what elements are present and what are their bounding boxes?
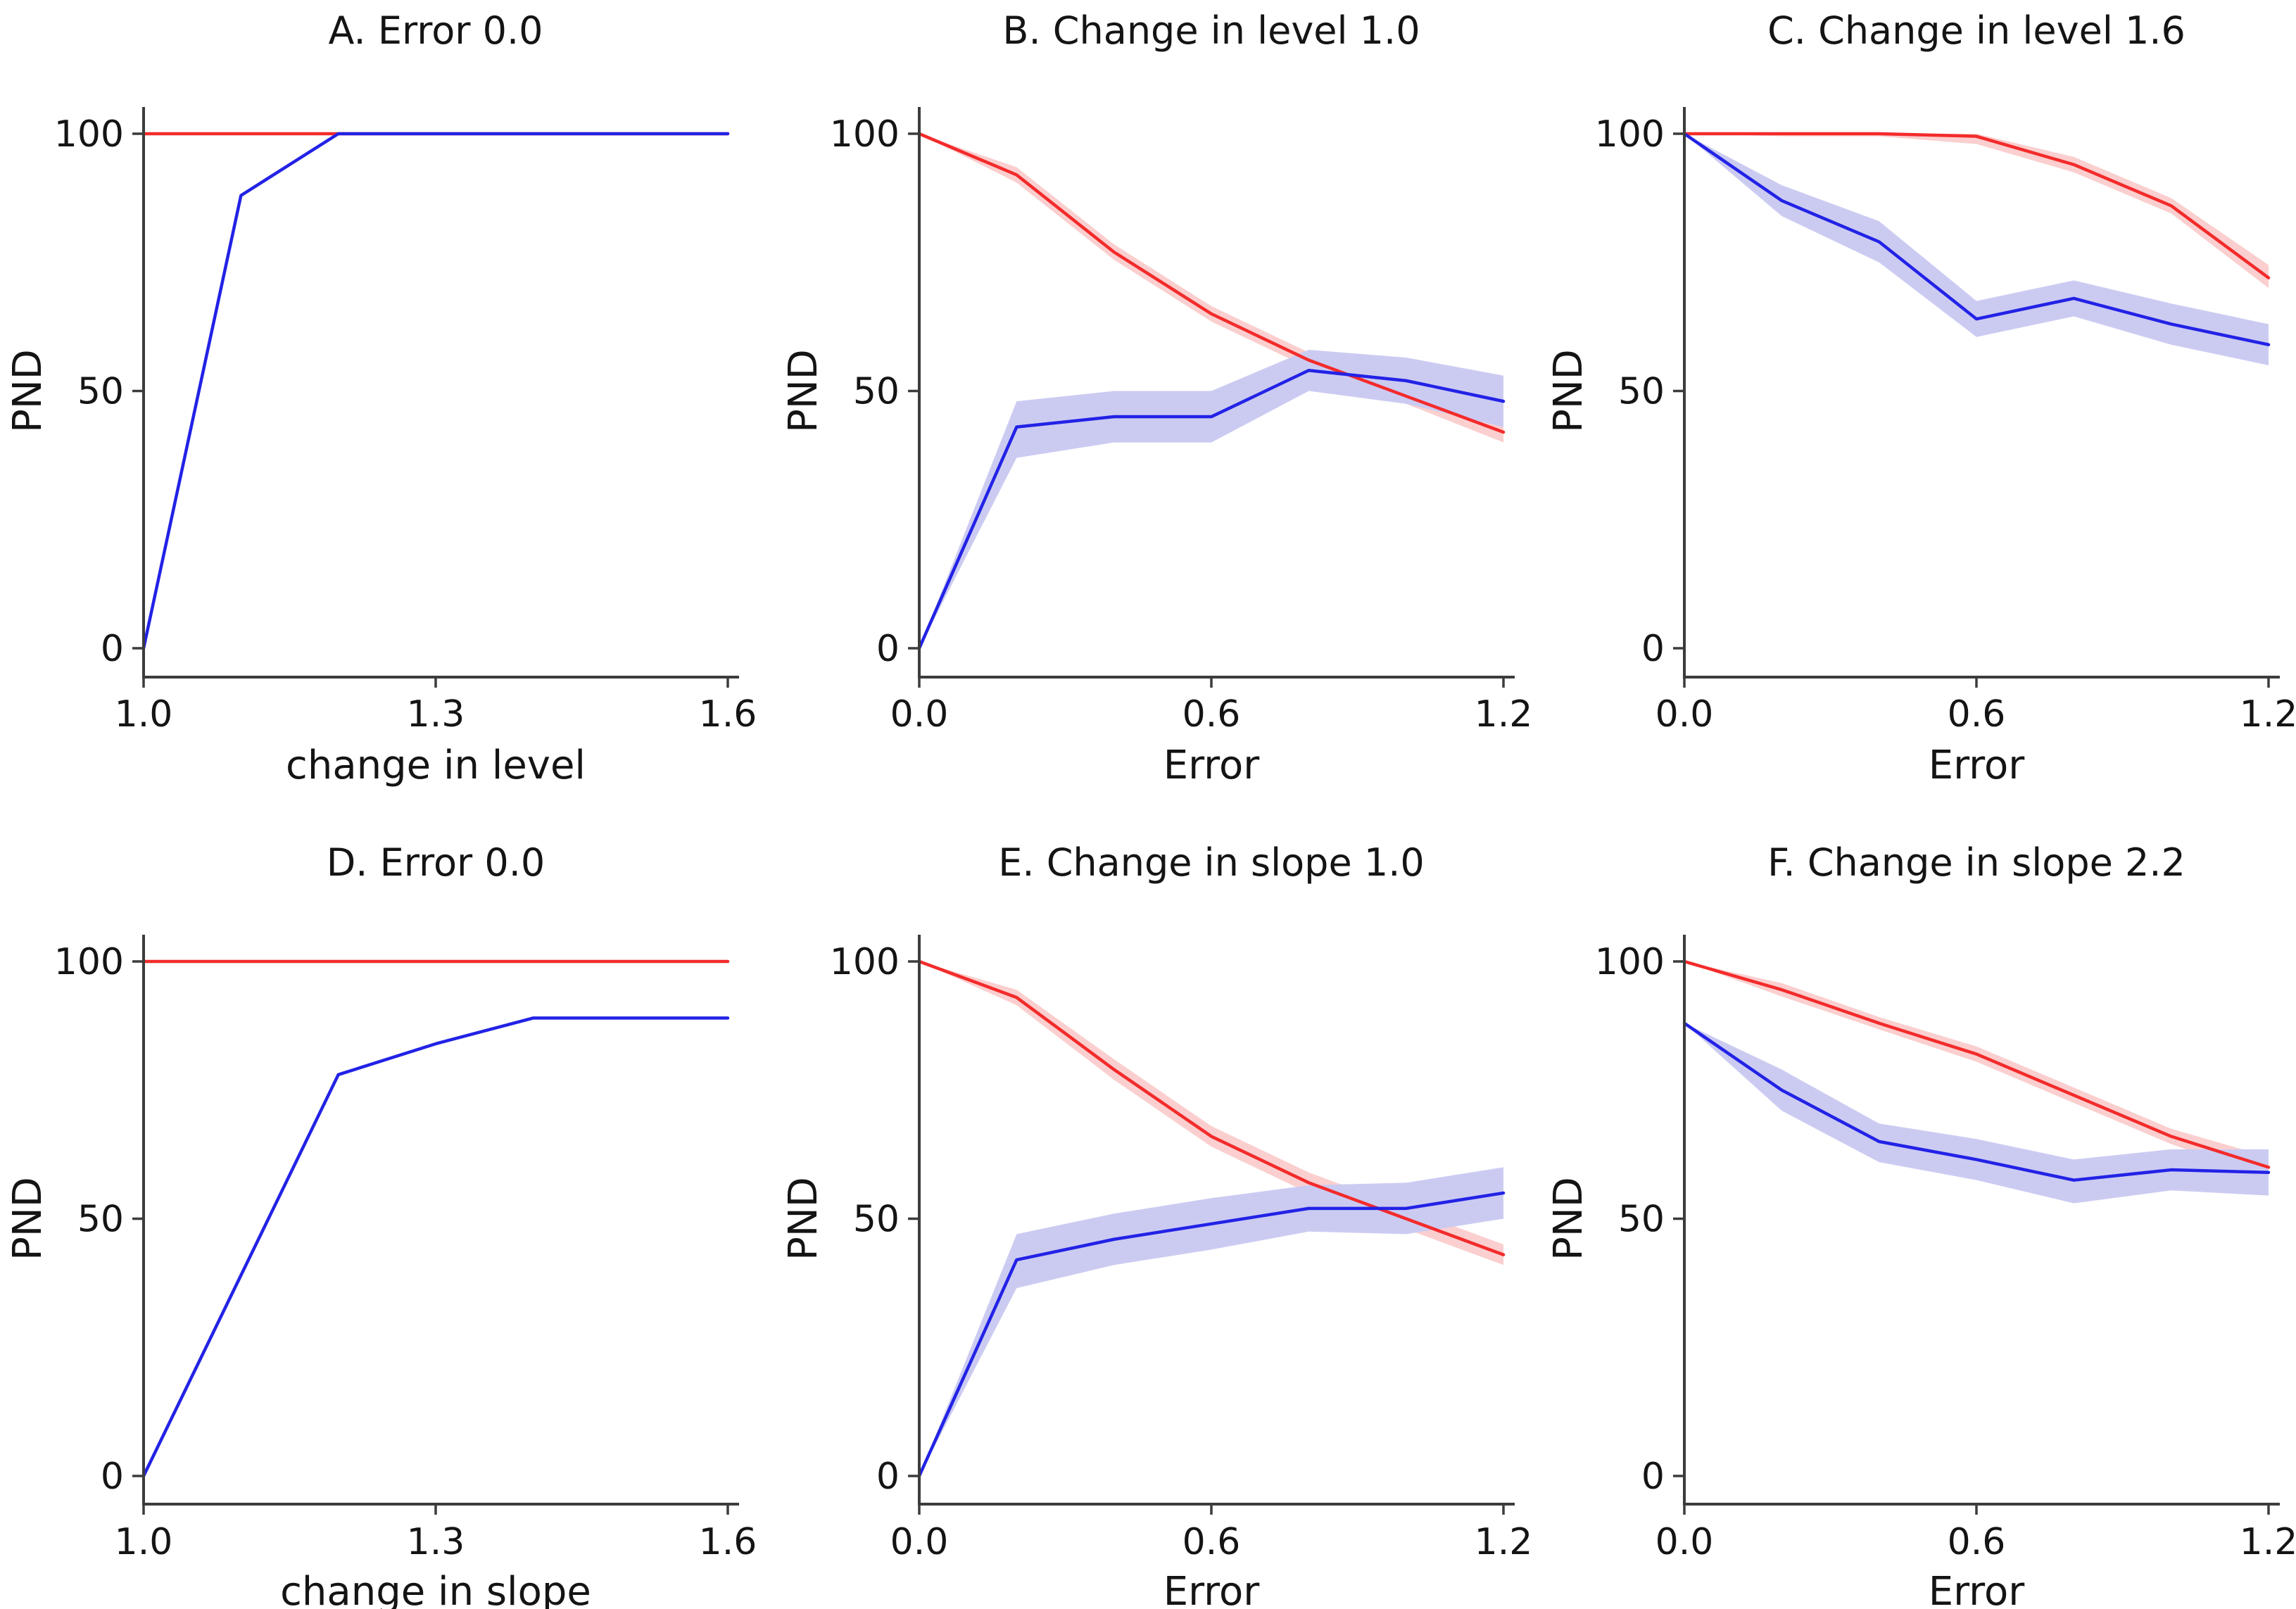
- a-y-tick-label: 100: [54, 113, 124, 156]
- panel-f-title: F. Change in slope 2.2: [1767, 840, 2185, 885]
- c-x-axis-title: Error: [1929, 743, 2025, 788]
- f-red-series-line: [1682, 959, 2271, 1169]
- e-x-axis-title: Error: [1163, 1569, 1260, 1609]
- b-x-tick-label: 1.2: [1475, 693, 1533, 736]
- e-x-tick-label: 0.0: [890, 1521, 949, 1563]
- e-y-axis-title: PND: [781, 1177, 826, 1261]
- c-red-series-line: [1682, 132, 2271, 279]
- e-blue-series-line: [917, 1191, 1506, 1478]
- c-blue-series-line: [1682, 132, 2271, 346]
- b-y-tick-label: 100: [830, 113, 900, 156]
- f-y-tick-label: 0: [1641, 1456, 1665, 1498]
- f-y-tick-label: 50: [1618, 1199, 1665, 1241]
- f-y-tick-label: 100: [1595, 941, 1665, 983]
- a-y-tick-label: 50: [77, 371, 124, 413]
- panel-e-title: E. Change in slope 1.0: [998, 840, 1424, 885]
- d-y-tick-label: 100: [54, 941, 124, 983]
- d-y-tick-label: 50: [77, 1199, 124, 1241]
- a-y-axis-title: PND: [5, 349, 51, 433]
- c-y-axis-title: PND: [1546, 349, 1591, 433]
- e-red-series-line: [917, 959, 1506, 1256]
- b-y-tick-label: 50: [853, 371, 900, 413]
- d-y-tick-label: 0: [101, 1456, 124, 1498]
- panel-a-title: A. Error 0.0: [329, 8, 543, 53]
- f-blue-series-line: [1682, 1021, 2271, 1182]
- e-y-tick-label: 0: [876, 1456, 900, 1498]
- d-x-tick-label: 1.0: [115, 1521, 173, 1563]
- b-y-tick-label: 0: [876, 628, 900, 670]
- a-x-tick-label: 1.0: [115, 693, 173, 736]
- d-x-tick-label: 1.3: [407, 1521, 465, 1563]
- a-x-tick-label: 1.6: [699, 693, 757, 736]
- d-y-axis-title: PND: [5, 1177, 51, 1261]
- b-y-axis-title: PND: [781, 349, 826, 433]
- b-x-tick-label: 0.0: [890, 693, 949, 736]
- d-blue-series-line: [141, 1016, 730, 1478]
- e-x-tick-label: 1.2: [1475, 1521, 1533, 1563]
- b-red-series-band: [919, 134, 1503, 443]
- f-x-tick-label: 1.2: [2240, 1521, 2296, 1563]
- f-y-axis-title: PND: [1546, 1177, 1591, 1261]
- c-x-tick-label: 0.0: [1655, 693, 1714, 736]
- c-blue-series-band: [1684, 134, 2269, 365]
- c-y-tick-label: 0: [1641, 628, 1665, 670]
- b-blue-series-band: [919, 350, 1503, 648]
- c-y-tick-label: 100: [1595, 113, 1665, 156]
- f-x-tick-label: 0.0: [1655, 1521, 1714, 1563]
- f-x-axis-title: Error: [1929, 1569, 2025, 1609]
- c-x-tick-label: 0.6: [1948, 693, 2006, 736]
- b-x-tick-label: 0.6: [1182, 693, 1241, 736]
- f-x-tick-label: 0.6: [1948, 1521, 2006, 1563]
- c-y-tick-label: 50: [1618, 371, 1665, 413]
- panel-c-title: C. Change in level 1.6: [1767, 8, 2185, 53]
- b-blue-series-line: [917, 369, 1506, 650]
- a-y-tick-label: 0: [101, 628, 124, 670]
- panel-b-title: B. Change in level 1.0: [1002, 8, 1420, 53]
- d-x-tick-label: 1.6: [699, 1521, 757, 1563]
- c-x-tick-label: 1.2: [2240, 693, 2296, 736]
- panel-d-title: D. Error 0.0: [327, 840, 545, 885]
- e-blue-series-band: [919, 1167, 1503, 1476]
- e-red-series-band: [919, 961, 1503, 1266]
- e-y-tick-label: 100: [830, 941, 900, 983]
- f-blue-series-band: [1684, 1023, 2269, 1204]
- a-x-tick-label: 1.3: [407, 693, 465, 736]
- e-y-tick-label: 50: [853, 1199, 900, 1241]
- b-x-axis-title: Error: [1163, 743, 1260, 788]
- f-red-series-band: [1684, 961, 2269, 1178]
- b-red-series-line: [917, 132, 1506, 434]
- d-x-axis-title: change in slope: [280, 1569, 591, 1609]
- a-blue-series-line: [141, 132, 730, 650]
- c-red-series-band: [1684, 134, 2269, 289]
- e-x-tick-label: 0.6: [1182, 1521, 1241, 1563]
- a-x-axis-title: change in level: [286, 743, 586, 788]
